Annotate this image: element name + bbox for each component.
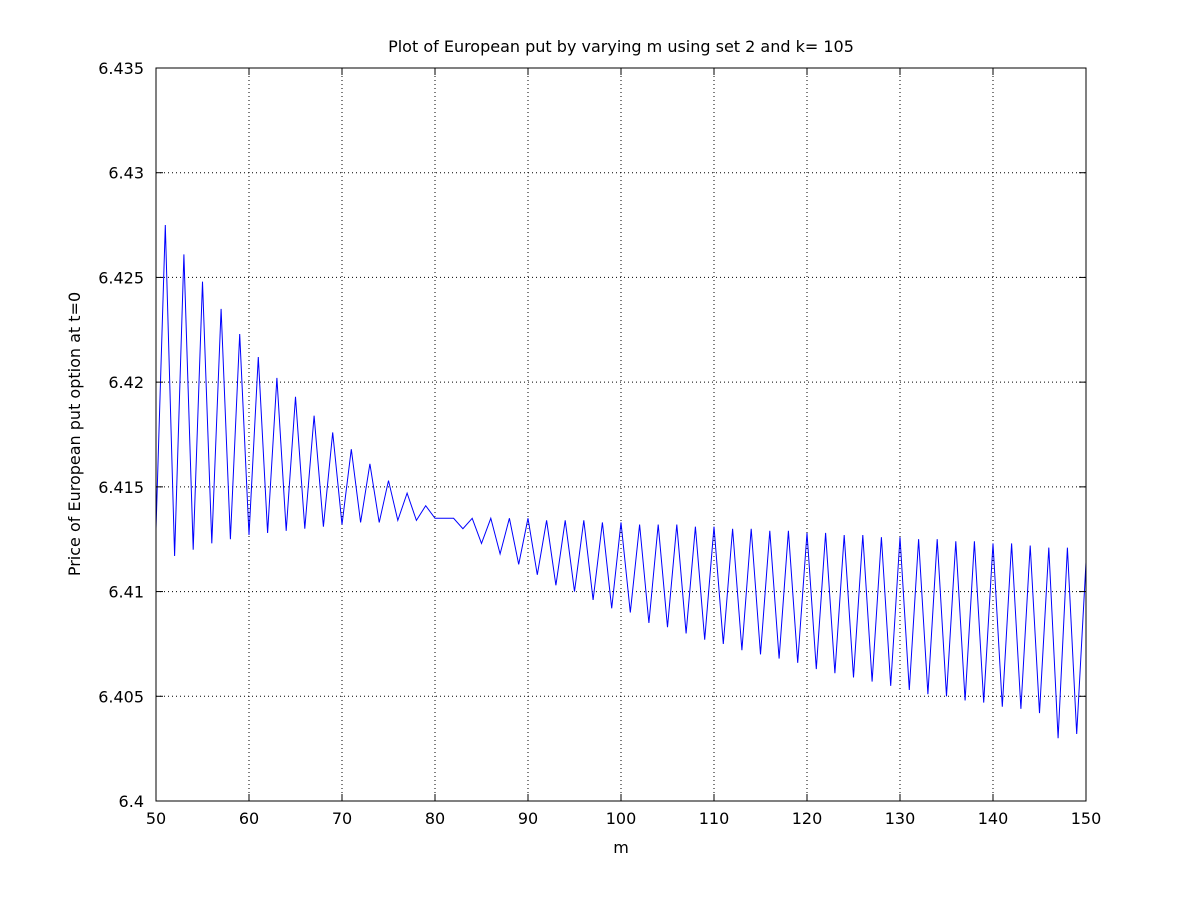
plot-area	[156, 68, 1086, 801]
x-tick-label: 90	[518, 809, 538, 828]
y-tick-label: 6.4	[119, 792, 144, 811]
series-layer	[155, 225, 1087, 739]
x-tick-label: 110	[699, 809, 730, 828]
y-axis-label: Price of European put option at t=0	[65, 292, 84, 576]
y-tick-label: 6.42	[108, 373, 144, 392]
x-tick-labels: 50 60 70 80 90 100 110 120 130 140 150	[146, 809, 1101, 828]
x-axis-label: m	[613, 838, 629, 857]
x-tick-label: 60	[239, 809, 259, 828]
y-tick-label: 6.43	[108, 164, 144, 183]
x-tick-label: 50	[146, 809, 166, 828]
chart-title: Plot of European put by varying m using …	[388, 37, 854, 56]
series-line	[155, 225, 1087, 739]
y-tick-label: 6.435	[98, 59, 144, 78]
x-tick-label: 130	[885, 809, 916, 828]
y-tick-labels: 6.4 6.405 6.41 6.415 6.42 6.425 6.43 6.435	[98, 59, 144, 811]
x-tick-label: 70	[332, 809, 352, 828]
y-tick-label: 6.41	[108, 583, 144, 602]
y-tick-label: 6.405	[98, 687, 144, 706]
x-tick-label: 120	[792, 809, 823, 828]
x-tick-label: 80	[425, 809, 445, 828]
tick-marks	[155, 67, 1087, 802]
grid-lines	[156, 68, 1086, 801]
y-tick-label: 6.425	[98, 268, 144, 287]
y-tick-label: 6.415	[98, 478, 144, 497]
x-tick-label: 150	[1071, 809, 1102, 828]
x-tick-label: 140	[978, 809, 1009, 828]
x-tick-label: 100	[606, 809, 637, 828]
